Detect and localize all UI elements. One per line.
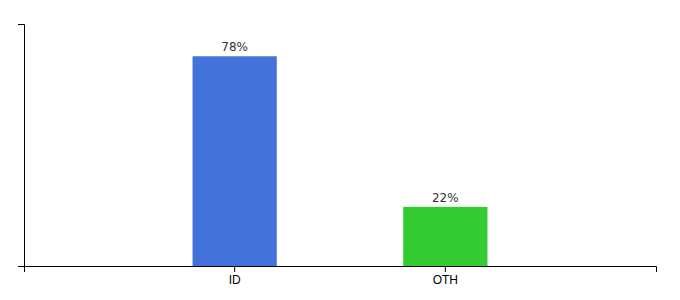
x-tick: OTH — [433, 266, 458, 287]
x-tick-mark — [445, 266, 446, 272]
x-tick: ID — [229, 266, 241, 287]
y-axis — [18, 25, 25, 267]
y-axis-line — [18, 25, 25, 267]
data-label: 78% — [221, 40, 248, 54]
x-tick-mark — [234, 266, 235, 272]
x-tick-label: ID — [229, 273, 241, 287]
chart: ID OTH 78% 22% — [0, 0, 680, 300]
x-axis-line — [25, 267, 657, 273]
bars — [193, 56, 488, 266]
x-tick-label: OTH — [433, 273, 458, 287]
x-axis: ID OTH — [25, 266, 657, 287]
data-label: 22% — [432, 191, 459, 205]
bar — [403, 207, 487, 266]
data-labels: 78% 22% — [221, 40, 458, 205]
bar — [193, 56, 277, 266]
plot: ID OTH 78% 22% — [18, 25, 657, 287]
